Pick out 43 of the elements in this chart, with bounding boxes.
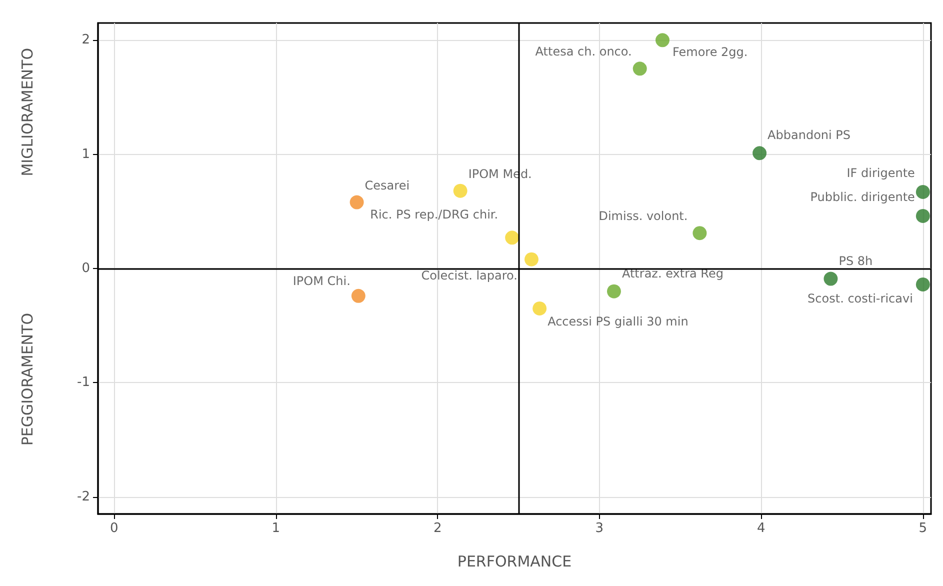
annotation: Scost. costi-ricavi (808, 291, 913, 306)
point (453, 184, 468, 198)
point (532, 301, 547, 316)
x-tick-label: 5 (918, 521, 928, 536)
annotation: Ric. PS rep./DRG chir. (370, 208, 498, 222)
x-tick-label: 2 (434, 521, 442, 536)
annotation: Accessi PS gialli 30 min (548, 314, 688, 328)
y-tick-label: -2 (77, 489, 90, 504)
y-tick-label: 0 (82, 261, 90, 276)
annotation: Pubblic. dirigente (810, 190, 915, 204)
annotation: Femore 2gg. (672, 45, 748, 60)
x-tick-label: 3 (595, 521, 604, 536)
annotation: PS 8h (838, 254, 873, 268)
point (824, 272, 838, 286)
point (351, 288, 366, 303)
annotation: IPOM Chi. (292, 274, 350, 288)
annotation: Abbandoni PS (768, 128, 851, 142)
annotation: Cesarei (364, 178, 410, 192)
y-tick-label: 2 (82, 32, 90, 48)
x-axis-title: PERFORMANCE (457, 552, 572, 570)
y-tick-label: -1 (77, 375, 90, 390)
x-tick-label: 4 (757, 521, 766, 536)
x-tick-label: 0 (110, 521, 118, 536)
point (916, 277, 930, 292)
point (632, 62, 647, 76)
text: PEGGIORAMENTO (18, 313, 36, 446)
y-axis-title: MIGLIORAMENTO (18, 48, 36, 176)
point (505, 230, 520, 245)
x-tick-label: 1 (272, 521, 280, 536)
annotation: IF dirigente (846, 166, 915, 180)
annotation: Attraz. extra Reg (622, 266, 724, 280)
point (656, 33, 670, 48)
point (692, 226, 707, 240)
point (752, 146, 767, 160)
point (916, 208, 930, 223)
annotation: Attesa ch. onco. (535, 44, 632, 59)
y-tick-label: 1 (82, 146, 90, 162)
annotation: Colecist. laparo. (421, 268, 518, 282)
point (916, 185, 930, 199)
point (606, 284, 621, 298)
annotation: Dimiss. volont. (598, 209, 688, 224)
point (350, 195, 364, 210)
point (524, 252, 538, 266)
